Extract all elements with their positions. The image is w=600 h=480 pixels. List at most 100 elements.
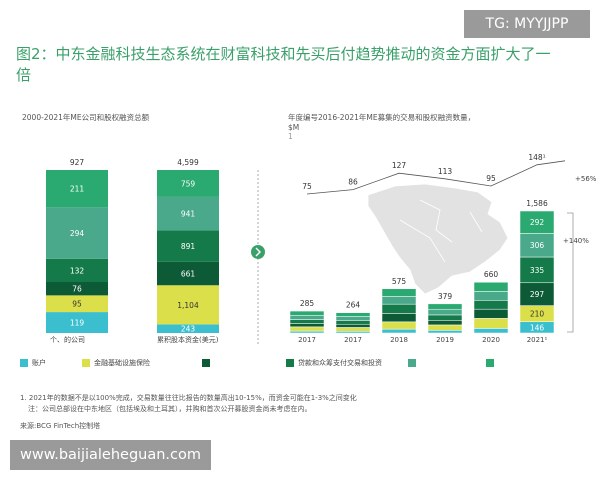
left-bar-0-seg-4 [46,207,108,259]
right-bar-total-1: 264 [346,301,361,310]
right-2021-label-1: 210 [530,310,545,319]
right-bar-1-seg-5 [335,312,371,317]
right-bar-0-seg-5 [289,310,325,316]
left-bar-0-seg-0 [46,312,108,333]
right-bar-total-4: 660 [484,270,499,279]
charts-canvas: 119 95 76 132 294 211 927 个、的公司 243 1,104 661 891 94… [46,153,597,345]
funding-growth-label: +140% [563,237,589,245]
deal-count-label-4: 95 [486,174,496,183]
deal-count-label-2: 127 [392,161,407,170]
right-bar-total-0: 285 [300,299,315,308]
legend-label-0: 账户 [32,359,46,367]
right-2021-label-0: 146 [530,323,545,332]
right-2021-label-3: 335 [530,266,545,275]
right-bar-3-seg-4 [427,308,463,316]
right-category-3: 2019 [436,336,454,344]
right-bar-2-seg-2 [381,313,417,323]
left-bar-1-seg-3 [157,230,219,262]
right-bar-1-seg-3 [335,320,371,325]
right-2021-label-5: 292 [530,218,545,227]
right-bar-0-seg-0 [289,330,325,334]
left-bar-0-label-3: 132 [70,266,85,275]
left-bar-1-seg-2 [157,261,219,286]
deal-count-path [306,160,566,195]
left-bar-0-label-2: 76 [72,285,82,294]
right-bar-2-seg-3 [381,303,417,314]
left-bar-1-label-3: 891 [181,242,196,251]
left-bar-0-label-1: 95 [72,300,82,309]
right-bar-3-seg-5 [427,303,463,310]
right-bar-5-seg-3 [519,256,555,284]
right-bar-2-seg-5 [381,288,417,297]
footnote-2: 注：公司总部设在中东地区（包括埃及和土耳其），并购和首次公开募股资金尚未考虑在内… [28,405,312,413]
right-bar-1-seg-0 [335,331,371,334]
watermark-top: TG: MYYJJPP [464,10,590,38]
left-bar-1-seg-0 [157,324,219,333]
right-bar-total-2: 575 [392,277,407,286]
right-bar-2-seg-0 [381,328,417,334]
left-bar-1-label-0: 243 [181,325,196,334]
right-bar-4-seg-0 [473,328,509,334]
right-category-5: 2021¹ [527,336,548,344]
legend-swatch-0 [20,359,28,367]
left-bar-1-label-2: 661 [181,270,196,279]
left-bar-total-1: 4,599 [177,158,199,167]
right-category-4: 2020 [482,336,500,344]
legend-label-3: 贷款和众筹支付交易和投资 [298,359,382,367]
left-bar-0-label-0: 119 [70,319,85,328]
left-bar-0-seg-1 [46,295,108,313]
right-bar-2-seg-4 [381,296,417,305]
legend-swatch-3 [286,359,294,367]
right-2021-label-4: 306 [530,241,545,250]
right-bar-1-seg-2 [335,323,371,328]
legend-swatch-1 [82,359,90,367]
legend-swatch-2 [202,359,210,367]
right-bar-4-seg-5 [473,281,509,292]
right-category-1: 2017 [344,336,362,344]
right-bar-5-seg-5 [519,210,555,234]
right-bar-2-seg-1 [381,321,417,330]
right-bar-3-seg-3 [427,314,463,321]
left-bar-0-seg-5 [46,170,108,208]
right-bar-4-seg-3 [473,300,509,310]
right-bar-0-seg-2 [289,323,325,328]
right-bar-total-3: 379 [438,292,453,301]
left-bar-0-seg-3 [46,258,108,283]
arrow-circle-icon [251,245,265,259]
legend-swatch-4 [408,359,416,367]
deal-growth-label: +56% [575,175,597,183]
page-title: 图2：中东金融科技生态系统在财富科技和先买后付趋势推动的资金方面扩大了一倍 [16,45,551,84]
right-category-0: 2017 [298,336,316,344]
legend-label-1: 金融基础设施保险 [94,359,150,367]
right-bar-total-5: 1,586 [526,199,548,208]
deal-count-label-3: 113 [438,167,453,176]
right-bar-3-seg-0 [427,330,463,334]
left-bar-1-label-5: 759 [181,179,196,188]
left-bar-1-seg-5 [157,170,219,197]
right-bar-3-seg-1 [427,324,463,331]
right-bar-4-seg-2 [473,308,509,319]
right-stacked-bar-chart: 285 2017 264 2017 575 2018 379 2019 660 2020 146 21… [289,199,555,344]
left-bar-1-seg-1 [157,285,219,325]
left-bar-total-0: 927 [70,158,85,167]
left-category-1: 累积股本资金(美元) [157,335,219,344]
right-bar-4-seg-4 [473,291,509,301]
left-category-0: 个、的公司 [50,335,85,344]
right-chart-title: 年度编号2016-2021年ME募集的交易和股权融资数量， $M 1 [288,113,476,141]
left-stacked-bar-chart: 119 95 76 132 294 211 927 个、的公司 243 1,104 661 891 94… [46,158,219,344]
left-bar-0-seg-2 [46,282,108,296]
deal-count-line: 75 86 127 113 95 148¹ [302,153,566,195]
left-bar-1-label-1: 1,104 [177,301,199,310]
left-chart-title: 2000-2021年ME公司和股权融资总额 [22,113,150,122]
right-bar-3-seg-2 [427,320,463,326]
watermark-bottom: www.baijialeheguan.com [10,440,211,470]
right-category-2: 2018 [390,336,408,344]
right-bar-4-seg-1 [473,318,509,329]
legend-swatch-5 [486,359,494,367]
right-bar-0-seg-4 [289,315,325,320]
source-note: 来源:BCG FinTech控制塔 [20,422,101,430]
right-bar-1-seg-4 [335,316,371,321]
deal-count-label-5: 148¹ [528,153,545,162]
left-bar-0-label-4: 294 [70,229,85,238]
deal-count-label-1: 86 [348,178,358,187]
